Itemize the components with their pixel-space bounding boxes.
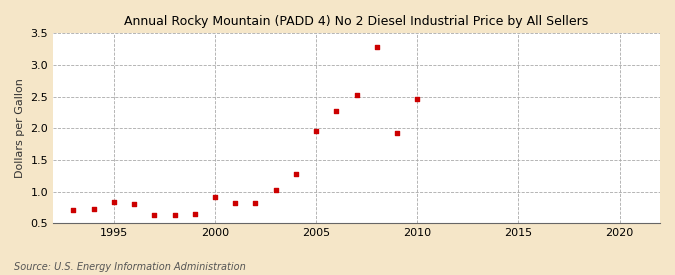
Point xyxy=(169,213,180,217)
Point xyxy=(392,130,402,135)
Point xyxy=(68,208,79,213)
Point xyxy=(190,211,200,216)
Point xyxy=(210,195,221,199)
Text: Source: U.S. Energy Information Administration: Source: U.S. Energy Information Administ… xyxy=(14,262,245,272)
Point xyxy=(250,201,261,205)
Point xyxy=(88,207,99,211)
Point xyxy=(149,213,160,217)
Point xyxy=(331,108,342,113)
Point xyxy=(290,172,301,177)
Point xyxy=(351,93,362,98)
Y-axis label: Dollars per Gallon: Dollars per Gallon xyxy=(15,78,25,178)
Point xyxy=(371,45,382,49)
Point xyxy=(129,202,140,206)
Point xyxy=(230,201,240,205)
Point xyxy=(109,200,119,204)
Point xyxy=(310,129,321,133)
Point xyxy=(412,97,423,101)
Title: Annual Rocky Mountain (PADD 4) No 2 Diesel Industrial Price by All Sellers: Annual Rocky Mountain (PADD 4) No 2 Dies… xyxy=(124,15,589,28)
Point xyxy=(270,188,281,192)
